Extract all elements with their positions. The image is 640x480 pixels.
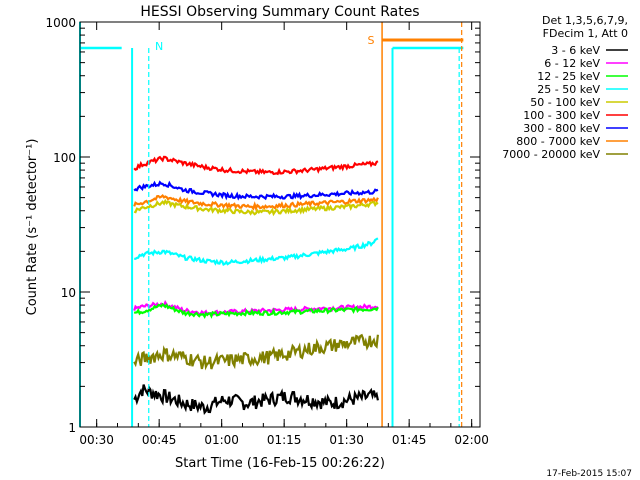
legend-label: 7000 - 20000 keV (502, 148, 600, 161)
series-line-5 (133, 155, 379, 176)
x-tick-label: 00:45 (142, 433, 177, 447)
series-line-3 (134, 237, 379, 266)
x-axis-label: Start Time (16-Feb-15 00:26:22) (175, 456, 385, 471)
annotation-n: N (155, 40, 163, 53)
legend-label: 25 - 50 keV (537, 83, 600, 96)
y-tick-label: 1 (68, 421, 76, 435)
series-line-2 (133, 302, 379, 320)
plot-frame (79, 21, 481, 428)
series-line-8 (133, 333, 379, 371)
legend-label: 6 - 12 keV (544, 57, 600, 70)
series-line-1 (133, 299, 379, 317)
y-tick-label: 100 (53, 151, 76, 165)
y-tick-label: 1000 (45, 16, 76, 30)
x-tick-label: 01:45 (392, 433, 427, 447)
legend-label: 100 - 300 keV (523, 109, 600, 122)
x-tick-label: 01:30 (329, 433, 364, 447)
y-axis-label: Count Rate (s⁻¹ detector⁻¹) (25, 139, 40, 316)
legend-label: 800 - 7000 keV (516, 135, 600, 148)
x-tick-label: 00:30 (79, 433, 114, 447)
timestamp: 17-Feb-2015 15:07 (546, 469, 632, 479)
x-tick-label: 02:00 (454, 433, 489, 447)
legend-label: 3 - 6 keV (551, 44, 600, 57)
y-tick-label: 10 (61, 286, 76, 300)
series-line-0 (133, 384, 379, 416)
series-line-4 (133, 198, 379, 217)
legend-header-1: Det 1,3,5,6,7,9, (542, 14, 628, 27)
legend-label: 50 - 100 keV (530, 96, 600, 109)
legend-label: 12 - 25 keV (537, 70, 600, 83)
series-line-6 (133, 180, 379, 201)
x-tick-label: 01:00 (204, 433, 239, 447)
x-tick-label: 01:15 (267, 433, 302, 447)
series-line-7 (133, 194, 379, 212)
legend-label: 300 - 800 keV (523, 122, 600, 135)
chart-title: HESSI Observing Summary Count Rates (140, 4, 419, 20)
legend-header-2: FDecim 1, Att 0 (543, 27, 628, 40)
annotation-s: S (368, 34, 375, 47)
